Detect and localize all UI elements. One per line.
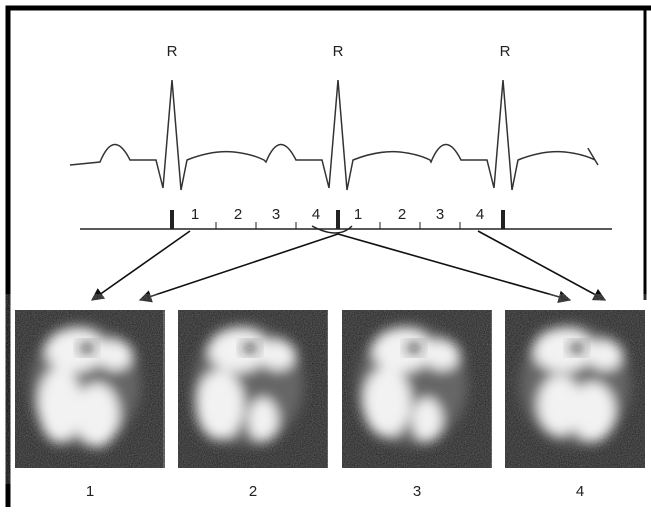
gated-image xyxy=(15,310,165,468)
blob xyxy=(587,340,623,370)
frame-label: 1 xyxy=(86,483,94,500)
frame-label: 4 xyxy=(576,483,584,500)
blob xyxy=(248,398,278,442)
gated-image xyxy=(178,310,328,468)
vessel xyxy=(407,343,421,353)
time-ticks xyxy=(170,210,505,229)
blob xyxy=(196,370,244,440)
blob xyxy=(97,340,133,370)
gated-image xyxy=(505,310,645,468)
gated-image xyxy=(342,310,492,468)
blob xyxy=(571,382,615,442)
blob xyxy=(412,398,442,442)
frame-label: 3 xyxy=(413,483,421,500)
blob xyxy=(38,367,82,443)
blob xyxy=(75,383,119,447)
phase-label: 1 xyxy=(354,206,362,223)
arrows xyxy=(90,230,607,304)
activity xyxy=(520,325,630,445)
phase-label: 4 xyxy=(476,206,484,223)
bracket xyxy=(311,225,353,234)
frame-border xyxy=(5,5,651,507)
blob xyxy=(208,328,268,372)
blob xyxy=(424,340,460,370)
phase-label: 1 xyxy=(191,206,199,223)
vessel xyxy=(570,343,584,353)
phase-label: 3 xyxy=(272,206,280,223)
vessel xyxy=(243,343,257,353)
r-label: R xyxy=(167,43,178,60)
blob xyxy=(533,328,593,372)
blob xyxy=(45,328,105,372)
activity xyxy=(193,325,303,445)
blob xyxy=(538,375,582,435)
phase-label: 2 xyxy=(234,206,242,223)
ecg-trace xyxy=(69,79,599,191)
activity xyxy=(357,325,467,445)
phase-label: 3 xyxy=(436,206,444,223)
blob xyxy=(260,340,296,370)
activity xyxy=(30,325,140,447)
blob xyxy=(363,367,411,437)
vessel xyxy=(80,343,94,353)
blob xyxy=(372,328,432,372)
r-label: R xyxy=(333,43,344,60)
r-label: R xyxy=(500,43,511,60)
phase-label: 2 xyxy=(398,206,406,223)
phase-label: 4 xyxy=(312,206,320,223)
frame-label: 2 xyxy=(249,483,257,500)
